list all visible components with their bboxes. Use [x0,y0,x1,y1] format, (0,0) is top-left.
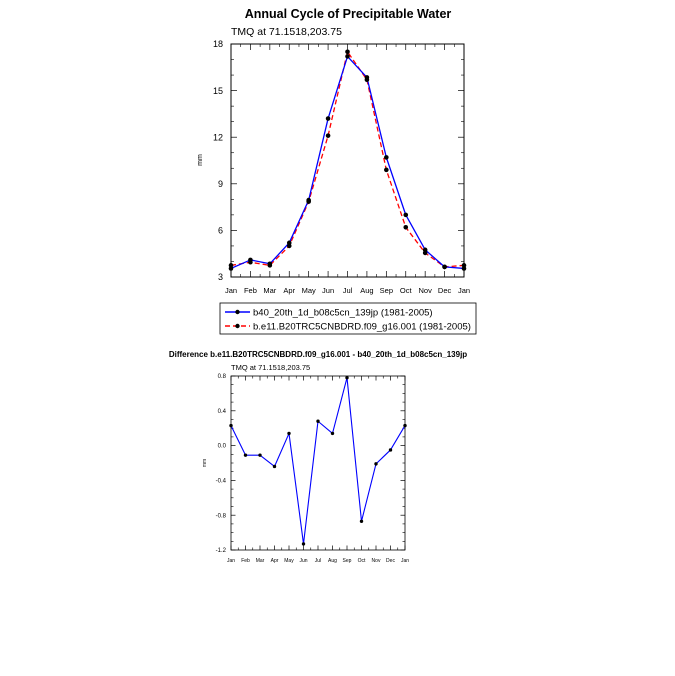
series-1-point [403,212,409,218]
chart2-ticks: Jan Feb Mar Apr May Jun Jul Aug Sep Oct Nov Dec Jan-… [216,374,410,564]
legend-box [219,302,477,335]
x-tick-label: Nov [372,558,381,564]
difference-chart: Difference b.e11.B20TRC5CNBDRD.f09_g16.0… [169,350,467,564]
series-2-point [422,250,428,256]
chart1-series [228,49,467,271]
chart2-title: Difference b.e11.B20TRC5CNBDRD.f09_g16.0… [169,350,467,359]
chart2-axes [230,375,406,551]
chart2-subtitle: TMQ at 71.1518,203.75 [231,363,310,372]
x-tick-label: Jul [315,558,321,564]
chart1-title: Annual Cycle of Precipitable Water [245,7,452,21]
plot-frame [230,43,465,278]
x-tick-label: Jun [299,558,307,564]
x-tick-label: Sep [380,286,393,295]
x-tick-label: Feb [244,286,257,295]
series-2-point [228,263,234,268]
x-tick-label: Dec [386,558,395,564]
series-1-point [243,453,248,457]
series-1-point [325,116,331,121]
y-tick-label: 15 [213,86,223,96]
legend-marker-series-2 [235,323,240,329]
series-1-point [272,464,277,469]
series-2-point [345,49,350,55]
y-tick-label: 3 [218,272,223,282]
series-1-point [388,448,393,452]
series-2-point [403,224,409,230]
x-tick-label: Jan [401,558,409,564]
y-tick-label: 12 [213,132,223,142]
series-1-point [345,376,349,380]
series-1-point [287,431,291,436]
y-tick-label: 0.8 [218,374,227,380]
series-2-point [442,264,447,270]
series-1-point [316,419,320,423]
x-tick-label: Dec [438,286,452,295]
x-tick-label: Aug [360,286,373,295]
x-tick-label: Jun [322,286,334,295]
x-tick-label: May [302,286,316,295]
y-tick-label: 9 [218,179,223,189]
x-tick-label: Mar [263,286,276,295]
y-tick-label: -0.4 [216,479,227,485]
x-tick-label: Sep [343,558,352,564]
series-1-point [359,519,364,523]
chart2-series [229,376,407,546]
series-1-line [230,377,406,545]
y-tick-label: 18 [213,39,223,49]
x-tick-label: Aug [328,558,337,564]
y-tick-label: -1.2 [216,548,227,554]
series-2-point [286,243,292,249]
series-2-point [267,263,273,268]
series-2-point [325,133,331,138]
annual-cycle-chart: Annual Cycle of Precipitable Water TMQ a… [197,7,477,335]
x-tick-label: May [284,558,294,564]
series-1-point [258,453,262,457]
series-2-point [306,199,311,204]
chart1-ticks: Jan Feb Mar Apr May Jun Jul Aug Sep Oct Nov Dec Jan3… [213,39,470,295]
legend-label-series-2: b.e11.B20TRC5CNBDRD.f09_g16.001 (1981-20… [253,322,471,333]
x-tick-label: Jul [343,286,353,295]
series-1-point [374,462,378,466]
x-tick-label: Jan [225,286,237,295]
legend-marker-series-1 [235,309,240,315]
series-2-line [230,51,465,268]
chart1-legend: b40_20th_1d_b08c5cn_139jp (1981-2005) b.… [219,302,477,335]
series-1-point [229,423,233,428]
series-2-point [461,263,467,268]
series-1-point [301,542,306,546]
x-tick-label: Nov [418,286,432,295]
series-1-point [384,155,389,160]
series-1-point [330,431,335,436]
y-tick-label: 0.0 [218,444,227,450]
series-2-point [248,259,253,265]
legend-label-series-1: b40_20th_1d_b08c5cn_139jp (1981-2005) [253,308,433,319]
x-tick-label: Apr [271,558,279,564]
y-tick-label: 0.4 [218,409,227,415]
plot-frame [230,375,406,551]
x-tick-label: Oct [358,558,366,564]
x-tick-label: Mar [256,558,265,564]
x-tick-label: Feb [241,558,250,564]
y-tick-label: -0.8 [216,513,227,519]
series-1-point [403,423,407,428]
x-tick-label: Oct [400,286,413,295]
series-1-point [345,54,350,59]
series-1-line [230,55,465,270]
x-tick-label: Apr [283,286,295,295]
chart1-subtitle: TMQ at 71.1518,203.75 [231,26,342,38]
series-2-point [364,77,370,83]
x-tick-label: Jan [458,286,470,295]
y-tick-label: 6 [218,226,223,236]
x-tick-label: Jan [227,558,235,564]
series-2-point [384,167,389,173]
chart1-ylabel: mm [197,154,204,166]
chart2-ylabel: mm [202,459,208,467]
chart1-axes [230,43,465,278]
